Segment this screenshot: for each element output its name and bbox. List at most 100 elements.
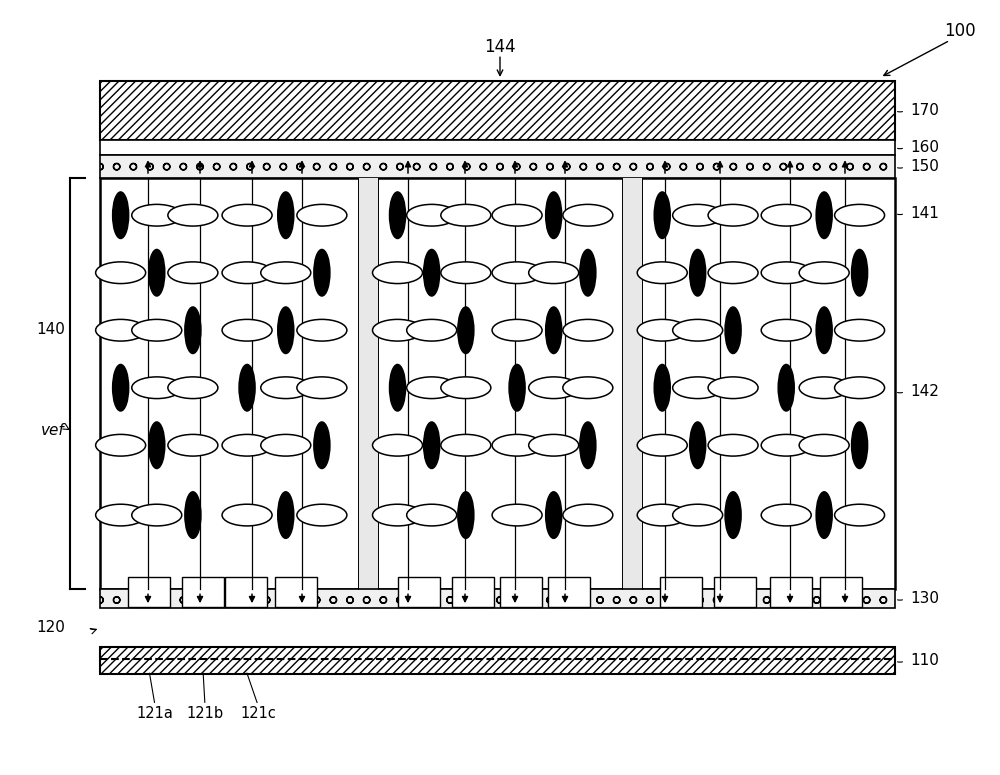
Ellipse shape — [373, 319, 423, 341]
Ellipse shape — [637, 505, 687, 526]
Bar — [820, 577, 862, 607]
Ellipse shape — [373, 434, 423, 456]
Ellipse shape — [222, 434, 272, 456]
Ellipse shape — [492, 262, 542, 284]
Ellipse shape — [835, 205, 885, 226]
Ellipse shape — [852, 422, 868, 468]
Ellipse shape — [458, 307, 474, 353]
Ellipse shape — [778, 364, 794, 411]
Ellipse shape — [509, 364, 525, 411]
Ellipse shape — [297, 205, 347, 226]
Text: 121a: 121a — [137, 705, 173, 721]
Ellipse shape — [407, 505, 457, 526]
Ellipse shape — [492, 319, 542, 341]
Ellipse shape — [637, 262, 687, 284]
Ellipse shape — [816, 192, 832, 239]
Ellipse shape — [424, 250, 440, 296]
Ellipse shape — [529, 434, 579, 456]
Ellipse shape — [373, 505, 423, 526]
Text: 130: 130 — [910, 591, 939, 606]
Ellipse shape — [278, 492, 294, 539]
Ellipse shape — [132, 505, 182, 526]
Bar — [622, 178, 642, 589]
Bar — [100, 647, 895, 674]
Ellipse shape — [113, 192, 129, 239]
Ellipse shape — [761, 205, 811, 226]
Text: 142: 142 — [910, 384, 939, 399]
Text: vef: vef — [41, 422, 65, 438]
Ellipse shape — [529, 377, 579, 398]
Ellipse shape — [563, 505, 613, 526]
Ellipse shape — [407, 377, 457, 398]
Ellipse shape — [799, 262, 849, 284]
Ellipse shape — [424, 422, 440, 468]
Ellipse shape — [563, 319, 613, 341]
Ellipse shape — [297, 377, 347, 398]
Ellipse shape — [673, 377, 723, 398]
Bar — [358, 178, 378, 589]
Ellipse shape — [852, 250, 868, 296]
Ellipse shape — [149, 250, 165, 296]
Bar — [275, 577, 317, 607]
Ellipse shape — [168, 262, 218, 284]
Bar — [182, 577, 224, 607]
Text: 121c: 121c — [240, 705, 276, 721]
Bar — [128, 577, 170, 607]
Ellipse shape — [725, 307, 741, 353]
Ellipse shape — [816, 492, 832, 539]
Ellipse shape — [799, 434, 849, 456]
Text: 150: 150 — [910, 159, 939, 174]
Ellipse shape — [222, 319, 272, 341]
Bar — [548, 577, 590, 607]
Text: 140: 140 — [36, 322, 65, 337]
Bar — [100, 155, 895, 178]
Ellipse shape — [708, 377, 758, 398]
Ellipse shape — [673, 319, 723, 341]
Text: 141: 141 — [910, 205, 939, 221]
Ellipse shape — [222, 205, 272, 226]
Ellipse shape — [278, 307, 294, 353]
Ellipse shape — [492, 205, 542, 226]
Ellipse shape — [708, 434, 758, 456]
Ellipse shape — [563, 377, 613, 398]
Ellipse shape — [835, 319, 885, 341]
Ellipse shape — [492, 434, 542, 456]
Ellipse shape — [278, 192, 294, 239]
Ellipse shape — [835, 377, 885, 398]
Ellipse shape — [835, 505, 885, 526]
Ellipse shape — [673, 205, 723, 226]
Ellipse shape — [546, 492, 562, 539]
Ellipse shape — [96, 505, 146, 526]
Text: 120: 120 — [36, 620, 65, 635]
Ellipse shape — [441, 262, 491, 284]
Bar — [100, 81, 895, 140]
Ellipse shape — [761, 505, 811, 526]
Ellipse shape — [390, 192, 406, 239]
Bar — [770, 577, 812, 607]
Ellipse shape — [132, 319, 182, 341]
Ellipse shape — [529, 262, 579, 284]
Ellipse shape — [168, 434, 218, 456]
Ellipse shape — [761, 262, 811, 284]
Ellipse shape — [580, 422, 596, 468]
Ellipse shape — [816, 307, 832, 353]
Text: 144: 144 — [484, 37, 516, 56]
Ellipse shape — [441, 434, 491, 456]
Ellipse shape — [185, 492, 201, 539]
Text: 110: 110 — [910, 653, 939, 668]
Ellipse shape — [314, 250, 330, 296]
Ellipse shape — [546, 307, 562, 353]
Ellipse shape — [239, 364, 255, 411]
Ellipse shape — [799, 377, 849, 398]
Ellipse shape — [390, 364, 406, 411]
Ellipse shape — [761, 319, 811, 341]
Ellipse shape — [407, 205, 457, 226]
Ellipse shape — [113, 364, 129, 411]
Ellipse shape — [96, 262, 146, 284]
Ellipse shape — [690, 250, 706, 296]
Ellipse shape — [441, 205, 491, 226]
Bar — [714, 577, 756, 607]
Ellipse shape — [492, 505, 542, 526]
Bar — [100, 140, 895, 155]
Ellipse shape — [563, 205, 613, 226]
